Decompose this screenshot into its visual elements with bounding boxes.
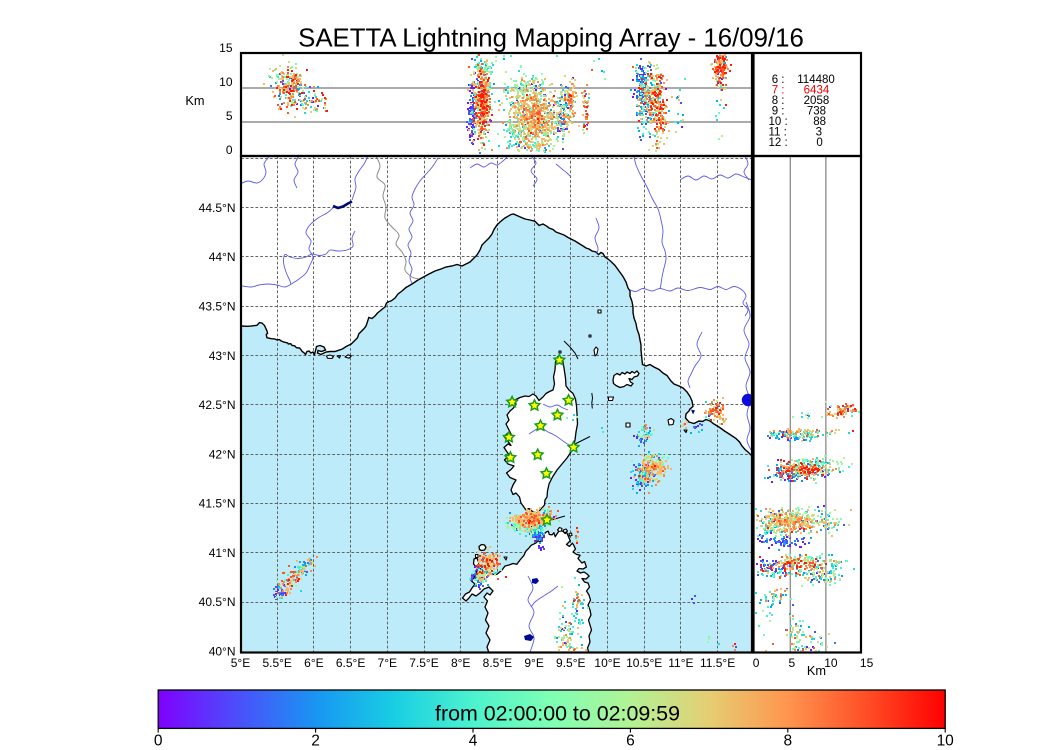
svg-text:10: 10: [824, 656, 838, 670]
svg-text:11°E: 11°E: [668, 656, 693, 670]
svg-text:5.5°E: 5.5°E: [262, 656, 291, 670]
svg-text:8: 8: [783, 732, 792, 749]
svg-text:41.5°N: 41.5°N: [199, 497, 236, 511]
svg-text:15: 15: [219, 41, 233, 55]
svg-text:12 : 0: 12 : 0: [769, 137, 823, 149]
svg-text:from 02:00:00 to 02:09:59: from 02:00:00 to 02:09:59: [435, 702, 680, 726]
svg-text:9°E: 9°E: [524, 656, 543, 670]
svg-text:44°N: 44°N: [209, 250, 236, 264]
svg-text:42°N: 42°N: [209, 447, 236, 461]
svg-text:40.5°N: 40.5°N: [199, 595, 236, 609]
svg-text:SAETTA Lightning Mapping Array: SAETTA Lightning Mapping Array - 16/09/1…: [298, 25, 804, 53]
svg-text:43°N: 43°N: [209, 349, 236, 363]
svg-text:10: 10: [937, 732, 955, 749]
svg-text:9.5°E: 9.5°E: [556, 656, 585, 670]
svg-text:0: 0: [154, 732, 163, 749]
svg-text:42.5°N: 42.5°N: [199, 398, 236, 412]
svg-text:8 : 2058: 8 : 2058: [769, 95, 830, 107]
svg-text:6°E: 6°E: [304, 656, 323, 670]
svg-text:10.5°E: 10.5°E: [626, 656, 662, 670]
svg-text:6.5°E: 6.5°E: [336, 656, 365, 670]
svg-text:11 : 3: 11 : 3: [769, 126, 822, 138]
svg-text:Km: Km: [185, 93, 204, 108]
svg-text:15: 15: [860, 656, 874, 670]
svg-text:44.5°N: 44.5°N: [199, 201, 236, 215]
svg-text:5°E: 5°E: [231, 656, 250, 670]
svg-text:2: 2: [311, 732, 320, 749]
svg-text:8°E: 8°E: [451, 656, 470, 670]
svg-text:10: 10: [219, 75, 233, 89]
svg-text:10 : 88: 10 : 88: [769, 116, 827, 128]
svg-text:40°N: 40°N: [209, 645, 236, 659]
svg-text:10°E: 10°E: [594, 656, 620, 670]
svg-text:5: 5: [789, 656, 796, 670]
svg-text:Km: Km: [807, 663, 826, 678]
svg-text:8.5°E: 8.5°E: [483, 656, 512, 670]
svg-text:7 : 6434: 7 : 6434: [769, 85, 830, 97]
svg-text:6: 6: [626, 732, 635, 749]
svg-text:4: 4: [469, 732, 478, 749]
svg-text:41°N: 41°N: [209, 546, 236, 560]
svg-text:0: 0: [753, 656, 760, 670]
svg-text:6 : 114480: 6 : 114480: [769, 74, 835, 86]
svg-text:7°E: 7°E: [378, 656, 397, 670]
svg-text:9 : 738: 9 : 738: [769, 106, 827, 118]
svg-text:11.5°E: 11.5°E: [700, 656, 735, 670]
svg-text:5: 5: [226, 109, 233, 123]
svg-text:0: 0: [226, 143, 233, 157]
svg-text:43.5°N: 43.5°N: [199, 300, 236, 314]
svg-text:7.5°E: 7.5°E: [409, 656, 438, 670]
